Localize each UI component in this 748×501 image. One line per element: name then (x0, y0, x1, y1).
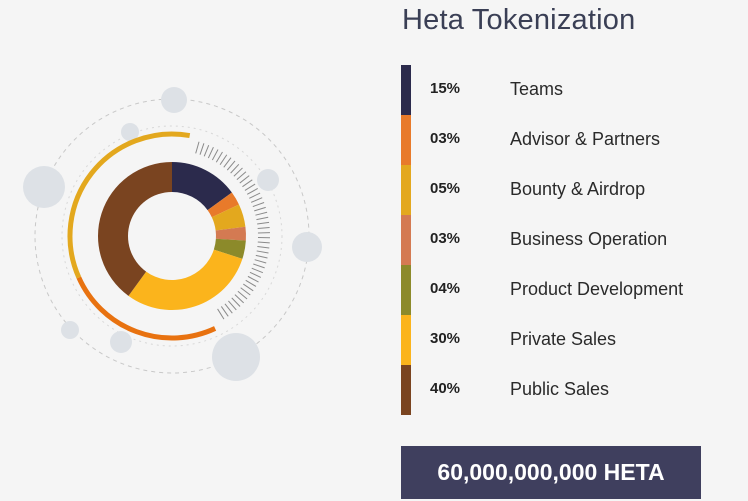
decor-bubble (61, 321, 79, 339)
decor-tick (211, 149, 219, 161)
inner-dashed-ring (61, 125, 283, 347)
decor-tick (220, 306, 229, 317)
legend-swatch (401, 215, 411, 265)
decor-tick (250, 197, 263, 203)
total-supply-value: 60,000,000,000 HETA (437, 459, 665, 485)
legend-label: Advisor & Partners (510, 129, 661, 149)
decor-tick (257, 221, 270, 225)
legend-percentage: 03% (430, 130, 461, 147)
decor-tick (228, 300, 237, 311)
decor-tick (233, 167, 243, 177)
decor-tick (243, 283, 254, 292)
legend-swatch (401, 315, 411, 365)
decor-orange-arc (76, 276, 217, 341)
decor-tick (231, 297, 241, 307)
decor-tick (245, 279, 257, 287)
decor-tick (255, 254, 268, 259)
decor-tick (251, 267, 264, 274)
decor-tick (254, 259, 267, 264)
legend-swatch (401, 115, 411, 165)
donut-slice (211, 204, 246, 231)
decor-tick (246, 188, 258, 195)
decor-tick (242, 179, 253, 188)
decor-tick (224, 303, 233, 314)
legend-swatch (401, 65, 411, 115)
legend-label: Bounty & Airdrop (510, 179, 646, 199)
donut-slice (215, 226, 246, 241)
decor-tick (244, 183, 256, 191)
decor-yellow-arc (67, 131, 191, 279)
decor-bubble (292, 232, 322, 262)
legend-item: 04% Product Development (401, 265, 741, 315)
legend-item: 05% Bounty & Airdrop (401, 165, 741, 215)
decor-tick (219, 154, 228, 165)
decor-tick (256, 216, 269, 221)
decor-bubble (212, 333, 260, 381)
decor-tick (239, 175, 250, 184)
decor-tick (253, 263, 265, 269)
decor-bubble (161, 87, 187, 113)
decor-tick (199, 143, 205, 155)
decor-tick (236, 171, 247, 180)
decor-tick (237, 290, 248, 300)
legend-item: 03% Advisor & Partners (401, 115, 741, 165)
decor-tick (226, 160, 236, 171)
legend-item: 15% Teams (401, 65, 741, 115)
donut-slice (213, 238, 246, 259)
donut-chart (0, 0, 360, 501)
legend-label: Public Sales (510, 379, 610, 399)
decor-tick (207, 146, 214, 159)
decor-tick (217, 308, 225, 320)
decor-tick (234, 294, 245, 304)
decor-tick (195, 141, 200, 154)
decor-tick (203, 144, 210, 157)
legend-percentage: 03% (430, 230, 461, 247)
donut-slice (207, 192, 239, 218)
decor-tick (230, 163, 240, 174)
decor-bubble (23, 166, 65, 208)
donut-chart-svg (23, 87, 322, 381)
decor-tick (215, 151, 223, 163)
legend-label: Teams (510, 79, 564, 99)
decor-tick (257, 241, 270, 244)
decor-tick (249, 271, 262, 278)
decor-tick (249, 192, 261, 199)
decor-tick (257, 245, 270, 249)
legend-percentage: 40% (430, 380, 461, 397)
legend-percentage: 05% (430, 180, 461, 197)
legend-percentage: 15% (430, 80, 461, 97)
legend-swatch (401, 165, 411, 215)
decor-bubble (257, 169, 279, 191)
decor-bubble (110, 331, 132, 353)
legend-label: Private Sales (510, 329, 617, 349)
total-supply-badge: 60,000,000,000 HETA (401, 446, 701, 499)
decor-tick (254, 206, 266, 212)
page-title: Heta Tokenization (402, 4, 636, 36)
donut-slice (98, 162, 172, 296)
legend-percentage: 04% (430, 280, 461, 297)
legend-item: 30% Private Sales (401, 315, 741, 365)
legend-item: 03% Business Operation (401, 215, 741, 265)
legend-item: 40% Public Sales (401, 365, 741, 415)
legend-label: Product Development (510, 279, 684, 299)
decor-bubble (121, 123, 139, 141)
decor-tick (247, 275, 259, 283)
decor-tick (257, 226, 270, 230)
legend-label: Business Operation (510, 229, 668, 249)
legend-swatch (401, 365, 411, 415)
decor-tick (255, 211, 268, 216)
decor-tick (256, 250, 269, 254)
decor-tick (252, 202, 265, 208)
donut-slice (128, 249, 243, 310)
decor-tick (240, 287, 251, 296)
legend-swatch (401, 265, 411, 315)
legend: 15% Teams 03% Advisor & Partners 05% Bounty &… (401, 65, 741, 415)
decor-tick (223, 157, 232, 168)
legend-percentage: 30% (430, 330, 461, 347)
donut-slice (172, 162, 232, 211)
